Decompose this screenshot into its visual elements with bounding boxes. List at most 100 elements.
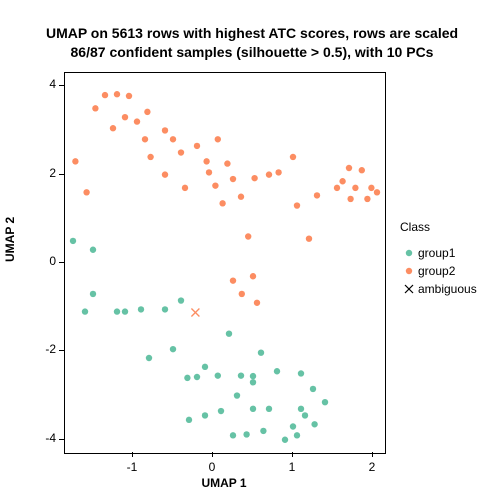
point-group2	[238, 194, 244, 200]
y-tick-mark	[59, 350, 64, 351]
point-group1	[186, 417, 192, 423]
x-tick-label: 0	[197, 460, 227, 474]
legend-label: ambiguous	[418, 282, 477, 296]
point-group2	[294, 202, 300, 208]
point-group1	[250, 379, 256, 385]
point-group1	[290, 423, 296, 429]
dot-icon	[400, 264, 418, 278]
point-group1	[170, 346, 176, 352]
point-group2	[83, 189, 89, 195]
point-group2	[266, 171, 272, 177]
legend-label: group1	[418, 246, 455, 260]
y-tick-mark	[59, 174, 64, 175]
point-group2	[347, 196, 353, 202]
point-group2	[206, 169, 212, 175]
point-group2	[178, 149, 184, 155]
point-group1	[266, 406, 272, 412]
point-group1	[258, 349, 264, 355]
point-group2	[251, 175, 257, 181]
legend-item-group1: group1	[400, 244, 477, 262]
point-group1	[311, 421, 317, 427]
point-group1	[218, 408, 224, 414]
point-group2	[92, 105, 98, 111]
point-group2	[194, 143, 200, 149]
point-group2	[114, 91, 120, 97]
legend: Class group1 group2 ambiguous	[400, 220, 477, 298]
legend-label: group2	[418, 264, 455, 278]
point-group2	[275, 169, 281, 175]
point-group2	[230, 277, 236, 283]
point-group1	[215, 372, 221, 378]
point-group2	[219, 200, 225, 206]
point-group1	[202, 412, 208, 418]
point-group2	[290, 154, 296, 160]
point-group2	[346, 165, 352, 171]
point-group2	[212, 182, 218, 188]
dot-icon	[400, 246, 418, 260]
point-group2	[215, 136, 221, 142]
x-tick-label: -1	[117, 460, 147, 474]
scatter-layer	[65, 73, 385, 453]
x-tick-mark	[372, 452, 373, 457]
x-tick-mark	[132, 452, 133, 457]
point-group1	[122, 308, 128, 314]
point-group2	[339, 178, 345, 184]
point-group1	[310, 386, 316, 392]
point-group1	[138, 306, 144, 312]
point-group1	[82, 308, 88, 314]
point-group1	[90, 291, 96, 297]
point-group2	[314, 192, 320, 198]
point-group2	[126, 93, 132, 99]
point-group1	[162, 306, 168, 312]
x-tick-mark	[212, 452, 213, 457]
point-group2	[364, 196, 370, 202]
point-group1	[234, 392, 240, 398]
point-group2	[374, 189, 380, 195]
x-tick-mark	[292, 452, 293, 457]
y-tick-label: 2	[49, 166, 56, 180]
point-group2	[144, 109, 150, 115]
y-tick-label: -2	[45, 342, 56, 356]
point-group2	[102, 92, 108, 98]
point-group1	[302, 412, 308, 418]
point-group1	[294, 432, 300, 438]
chart-title-line1: UMAP on 5613 rows with highest ATC score…	[0, 25, 504, 41]
point-group2	[122, 114, 128, 120]
y-tick-mark	[59, 85, 64, 86]
point-group1	[230, 432, 236, 438]
y-tick-mark	[59, 439, 64, 440]
point-group2	[203, 158, 209, 164]
point-group1	[250, 406, 256, 412]
y-tick-label: 4	[49, 77, 56, 91]
point-group1	[202, 364, 208, 370]
point-group2	[250, 273, 256, 279]
point-group1	[238, 372, 244, 378]
legend-title: Class	[400, 220, 477, 234]
point-group2	[72, 158, 78, 164]
point-group1	[178, 297, 184, 303]
point-group2	[254, 300, 260, 306]
point-group1	[70, 238, 76, 244]
point-group2	[110, 125, 116, 131]
point-group1	[282, 437, 288, 443]
point-group2	[142, 136, 148, 142]
point-group1	[114, 308, 120, 314]
point-group1	[274, 368, 280, 374]
x-axis-label: UMAP 1	[64, 476, 384, 490]
point-group1	[250, 373, 256, 379]
y-tick-label: 0	[49, 254, 56, 268]
point-group2	[368, 185, 374, 191]
point-group2	[359, 167, 365, 173]
y-tick-mark	[59, 262, 64, 263]
y-tick-label: -4	[45, 431, 56, 445]
x-tick-label: 1	[277, 460, 307, 474]
point-group2	[245, 233, 251, 239]
point-group2	[134, 118, 140, 124]
x-tick-label: 2	[357, 460, 387, 474]
point-group1	[184, 375, 190, 381]
point-group2	[224, 160, 230, 166]
point-group2	[147, 154, 153, 160]
point-group2	[162, 171, 168, 177]
point-group1	[298, 406, 304, 412]
plot-area	[64, 72, 386, 454]
